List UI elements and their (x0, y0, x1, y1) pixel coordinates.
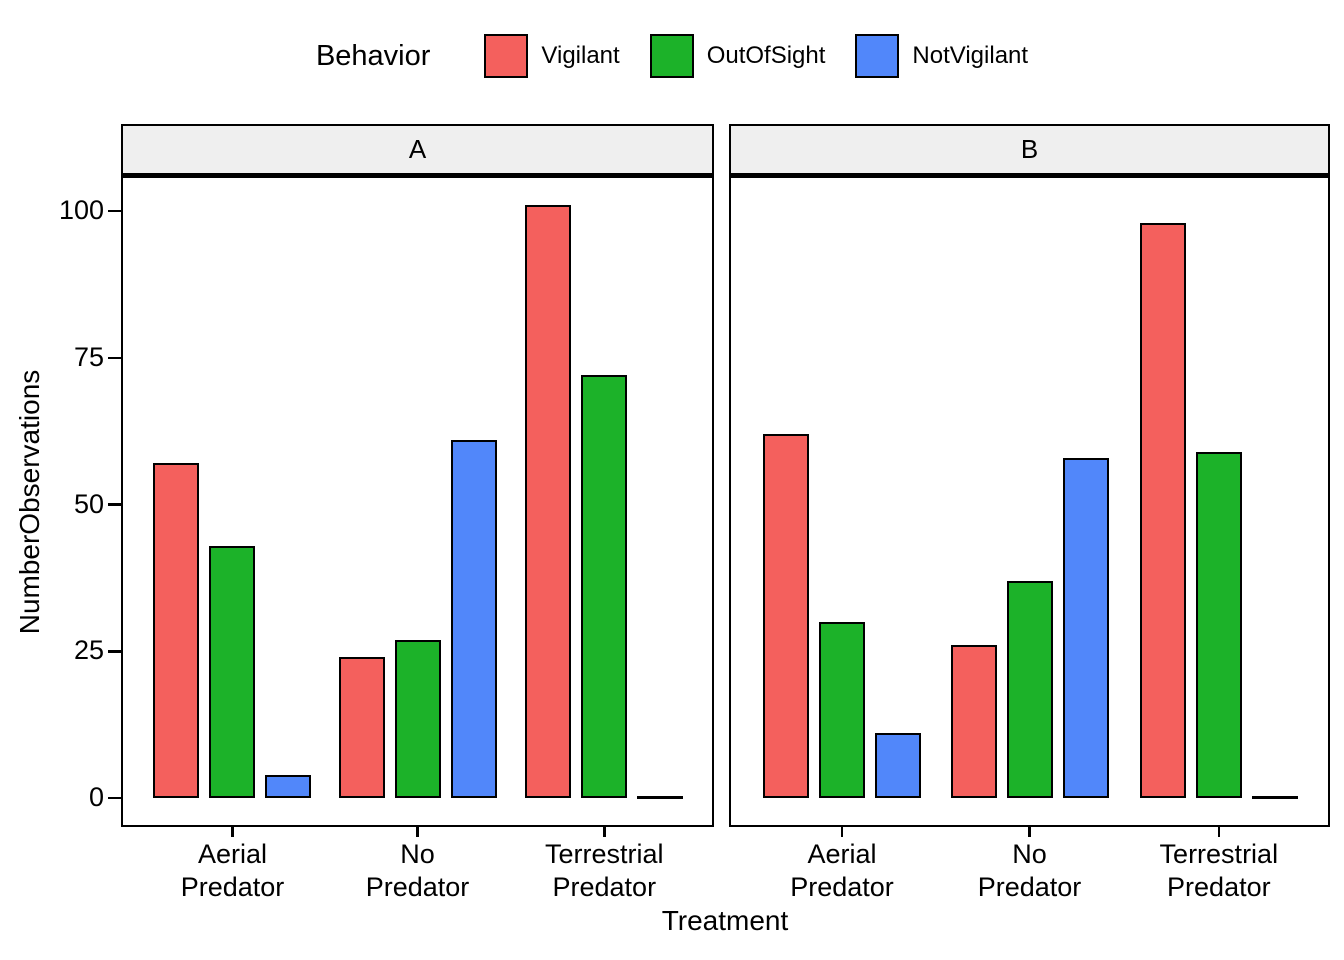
x-tick-label: No Predator (365, 839, 470, 902)
legend-label: NotVigilant (912, 42, 1029, 69)
bar-notvigilant-aerial-predator-a (265, 774, 312, 798)
bar-outofsight-terrestrial-predator-b (1195, 451, 1242, 798)
bar-outofsight-aerial-predator-b (818, 621, 865, 798)
x-tick-label: Aerial Predator (790, 839, 894, 902)
bar-vigilant-aerial-predator-a (153, 463, 200, 798)
x-tick-label: Terrestrial Predator (545, 839, 664, 902)
x-axis-title: Treatment (661, 905, 789, 936)
x-tick-label: Aerial Predator (180, 839, 285, 902)
bar-outofsight-aerial-predator-a (209, 545, 256, 798)
bar-vigilant-no-predator-b (950, 645, 997, 798)
bar-notvigilant-no-predator-a (450, 439, 497, 798)
bar-vigilant-aerial-predator-b (762, 434, 809, 798)
bar-notvigilant-aerial-predator-b (874, 733, 921, 798)
y-tick-label: 100 (58, 195, 104, 225)
legend-key-swatch-vigilant (484, 34, 529, 78)
legend-label: OutOfSight (706, 42, 826, 69)
y-tick-mark (108, 356, 121, 359)
legend-key-swatch-notvigilant (855, 34, 900, 78)
legend-key-swatch-outofsight (649, 34, 694, 78)
x-tick-label: No Predator (977, 839, 1082, 902)
y-tick-mark (108, 650, 121, 653)
legend-title: Behavior (315, 39, 431, 72)
legend-item-vigilant: Vigilant (484, 34, 620, 78)
bar-vigilant-terrestrial-predator-b (1139, 222, 1186, 798)
x-tick-mark (416, 827, 419, 837)
y-tick-mark (108, 796, 121, 800)
bar-outofsight-no-predator-b (1006, 580, 1053, 798)
x-tick-mark (1217, 827, 1221, 837)
y-tick-label: 0 (88, 782, 104, 812)
legend-label: Vigilant (541, 42, 620, 69)
bar-outofsight-terrestrial-predator-a (581, 375, 628, 798)
x-tick-mark (231, 827, 234, 837)
y-tick-label: 25 (73, 635, 104, 666)
x-tick-label: Terrestrial Predator (1159, 839, 1279, 902)
legend: Behavior Vigilant OutOfSight NotVigilant (0, 24, 1344, 88)
y-tick-mark (108, 209, 121, 213)
y-tick-mark (108, 503, 121, 506)
facet-strip-a: A (121, 124, 714, 173)
legend-item-outofsight: OutOfSight (649, 34, 826, 78)
bar-notvigilant-terrestrial-predator-a (637, 796, 684, 799)
y-tick-label: 75 (73, 341, 104, 372)
legend-item-notvigilant: NotVigilant (855, 34, 1028, 78)
bar-vigilant-terrestrial-predator-a (525, 205, 572, 798)
x-tick-mark (840, 827, 844, 837)
facet-strip-b: B (729, 124, 1330, 173)
bar-notvigilant-no-predator-b (1062, 457, 1109, 798)
x-tick-mark (603, 827, 606, 837)
y-tick-label: 50 (73, 488, 104, 519)
bar-outofsight-no-predator-a (394, 639, 441, 798)
bar-notvigilant-terrestrial-predator-b (1251, 796, 1298, 799)
x-tick-mark (1028, 827, 1031, 837)
bar-vigilant-no-predator-a (338, 657, 385, 798)
